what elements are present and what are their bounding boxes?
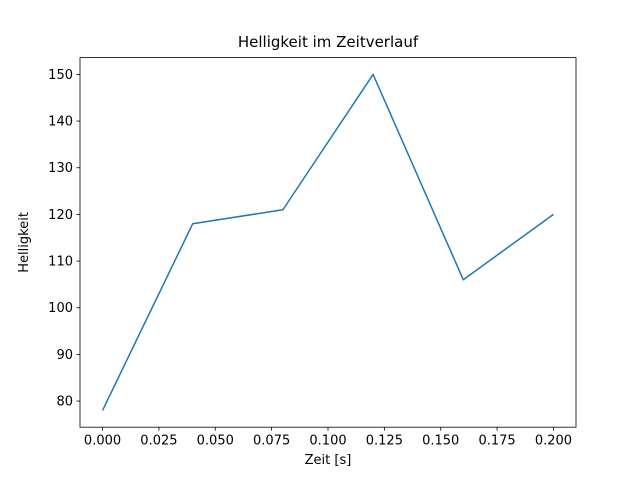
y-tick-label: 100: [48, 301, 73, 316]
y-tick-label: 80: [56, 395, 73, 410]
y-tick-label: 120: [48, 208, 73, 223]
x-tick-label: 0.050: [197, 434, 234, 449]
x-tick-label: 0.125: [366, 434, 403, 449]
x-tick-label: 0.025: [140, 434, 177, 449]
y-tick-label: 90: [56, 348, 73, 363]
chart-title: Helligkeit im Zeitverlauf: [238, 33, 419, 51]
y-tick-label: 140: [48, 115, 73, 130]
x-tick-label: 0.075: [253, 434, 290, 449]
y-tick-label: 130: [48, 161, 73, 176]
axes-frame: [79, 57, 577, 428]
x-tick-label: 0.000: [84, 434, 121, 449]
plot-area: 0.000 0.025 0.050 0.075 0.100 0.125 0.150 0.175…: [48, 57, 577, 449]
data-line-series: [101, 73, 554, 411]
x-tick-label: 0.200: [535, 434, 572, 449]
x-tick-label: 0.175: [478, 434, 515, 449]
x-tick-label: 0.150: [422, 434, 459, 449]
y-tick-label: 110: [48, 255, 73, 270]
x-tick-label: 0.100: [309, 434, 346, 449]
x-axis-label: Zeit [s]: [305, 453, 352, 468]
y-tick-label: 150: [48, 68, 73, 83]
y-axis-label: Helligkeit: [17, 212, 32, 273]
